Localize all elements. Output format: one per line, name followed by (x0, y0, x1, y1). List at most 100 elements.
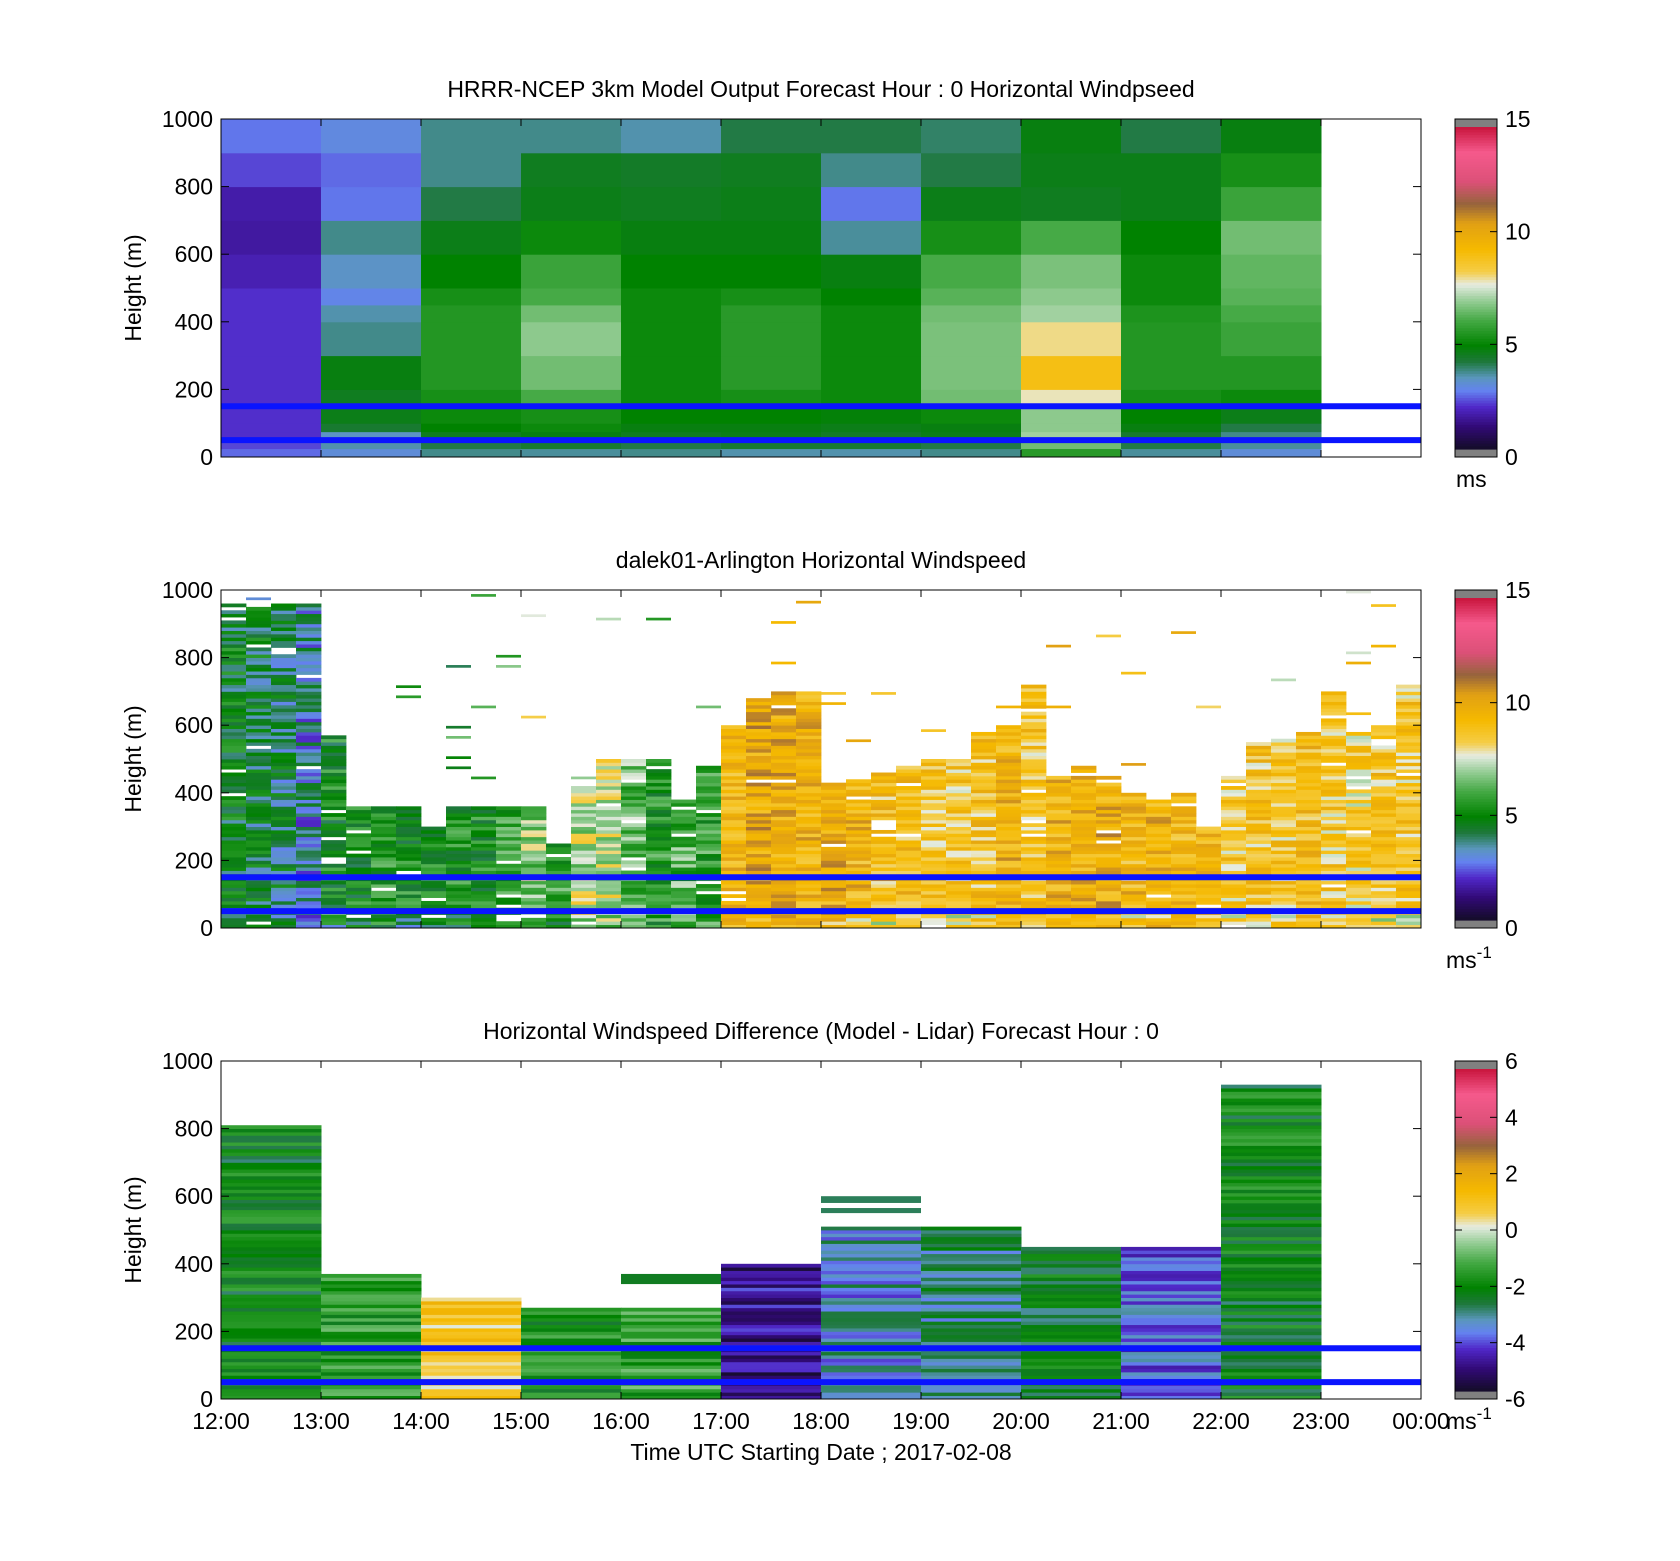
heatmap-cell (446, 736, 471, 739)
heatmap-cell (821, 1324, 922, 1329)
heatmap-cell (921, 1361, 1022, 1366)
heatmap-cell (371, 813, 397, 817)
heatmap-cell (221, 742, 247, 746)
heatmap-cell (1371, 890, 1397, 895)
heatmap-cell (1646, 874, 1671, 878)
heatmap-cell (221, 644, 247, 648)
heatmap-cell (221, 1260, 322, 1265)
heatmap-cell (1121, 1290, 1222, 1295)
heatmap-cell (321, 870, 347, 875)
heatmap-cell (1296, 748, 1322, 753)
colorbar-swatch (1455, 132, 1497, 136)
heatmap-cell (1021, 1300, 1122, 1305)
heatmap-cell (746, 924, 772, 928)
heatmap-cell (1196, 829, 1222, 834)
heatmap-cell (221, 355, 322, 390)
heatmap-cell (221, 1273, 322, 1278)
heatmap-cell (646, 887, 672, 892)
heatmap-cell (1671, 874, 1680, 878)
heatmap-cell (796, 806, 822, 811)
heatmap-cell (1246, 840, 1272, 844)
heatmap-cell (571, 884, 597, 888)
heatmap-cell (1021, 1355, 1122, 1359)
heatmap-cell (946, 759, 972, 763)
heatmap-cell (1421, 816, 1446, 820)
x-axis-ticks (220, 590, 1422, 928)
colorbar-swatch (1455, 1380, 1497, 1384)
heatmap-cell (721, 1300, 822, 1305)
colorbar-swatch (1455, 253, 1497, 257)
heatmap-cell (1546, 820, 1571, 824)
heatmap-cell (221, 1392, 322, 1397)
heatmap-cell (721, 829, 747, 834)
heatmap-cell (546, 870, 572, 875)
heatmap-cell (671, 836, 697, 841)
heatmap-cell (1521, 769, 1546, 773)
heatmap-cell (921, 1257, 1022, 1261)
heatmap-cell (1546, 833, 1571, 837)
heatmap-cell (1421, 735, 1446, 739)
heatmap-cell (746, 853, 772, 858)
heatmap-cell (1596, 908, 1621, 912)
heatmap-cell (521, 1321, 622, 1326)
heatmap-cell (1346, 752, 1372, 757)
heatmap-cell (371, 904, 397, 909)
heatmap-cell (221, 1287, 322, 1292)
colorbar-swatch (1455, 1128, 1497, 1132)
heatmap-cell (1496, 793, 1521, 797)
heatmap-cell (1121, 1328, 1222, 1332)
heatmap-cell (671, 917, 697, 922)
heatmap-cell (1221, 1186, 1322, 1190)
heatmap-cell (821, 1358, 922, 1363)
heatmap-cell (621, 431, 722, 441)
heatmap-cell (1521, 806, 1546, 810)
heatmap-cell (1371, 819, 1397, 824)
heatmap-cell (1596, 779, 1621, 783)
reference-lines (221, 1345, 1421, 1386)
heatmap-cell (1121, 846, 1147, 851)
heatmap-cell (271, 742, 297, 746)
heatmap-cell (521, 1307, 622, 1312)
heatmap-cell (1246, 894, 1272, 898)
heatmap-cell (1071, 809, 1097, 814)
heatmap-cell (796, 890, 822, 895)
heatmap-cell (821, 1392, 922, 1397)
colorbar-swatch (1455, 314, 1497, 319)
heatmap-cell (221, 880, 247, 885)
heatmap-cell (1121, 890, 1147, 895)
heatmap-cell (1371, 863, 1397, 868)
colorbar-swatch (1455, 885, 1497, 889)
heatmap-cell (1596, 877, 1621, 881)
heatmap-cell (1496, 881, 1521, 885)
heatmap-cell (1596, 854, 1621, 858)
heatmap-cell (496, 880, 522, 885)
x-tick-label: 17:00 (692, 1408, 750, 1434)
colorbar-swatch (1455, 906, 1497, 910)
heatmap-cell (296, 617, 322, 621)
heatmap-cell (246, 606, 272, 611)
heatmap-cell (246, 752, 272, 757)
heatmap-cell (1571, 658, 1596, 662)
colorbar-swatch (1455, 1071, 1497, 1075)
heatmap-cell (696, 833, 722, 838)
heatmap-cell (771, 897, 797, 902)
heatmap-cell (221, 627, 247, 631)
heatmap-cell (671, 816, 697, 821)
heatmap-cell (1046, 850, 1072, 855)
heatmap-cell (471, 829, 497, 834)
heatmap-cell (1121, 321, 1222, 357)
heatmap-cell (721, 924, 747, 928)
heatmap-cell (1021, 755, 1047, 760)
heatmap-cell (1021, 1304, 1122, 1309)
colorbar-swatch (1455, 871, 1497, 875)
heatmap-cell (1296, 745, 1322, 750)
heatmap-cell (1621, 820, 1646, 824)
heatmap-cell (221, 620, 247, 625)
heatmap-cell (1096, 833, 1122, 838)
heatmap-cell (971, 921, 997, 926)
heatmap-cell (1021, 782, 1047, 787)
heatmap-cell (946, 765, 972, 770)
heatmap-cell (221, 664, 247, 669)
heatmap-cell (371, 806, 397, 811)
heatmap-cell (271, 917, 297, 922)
